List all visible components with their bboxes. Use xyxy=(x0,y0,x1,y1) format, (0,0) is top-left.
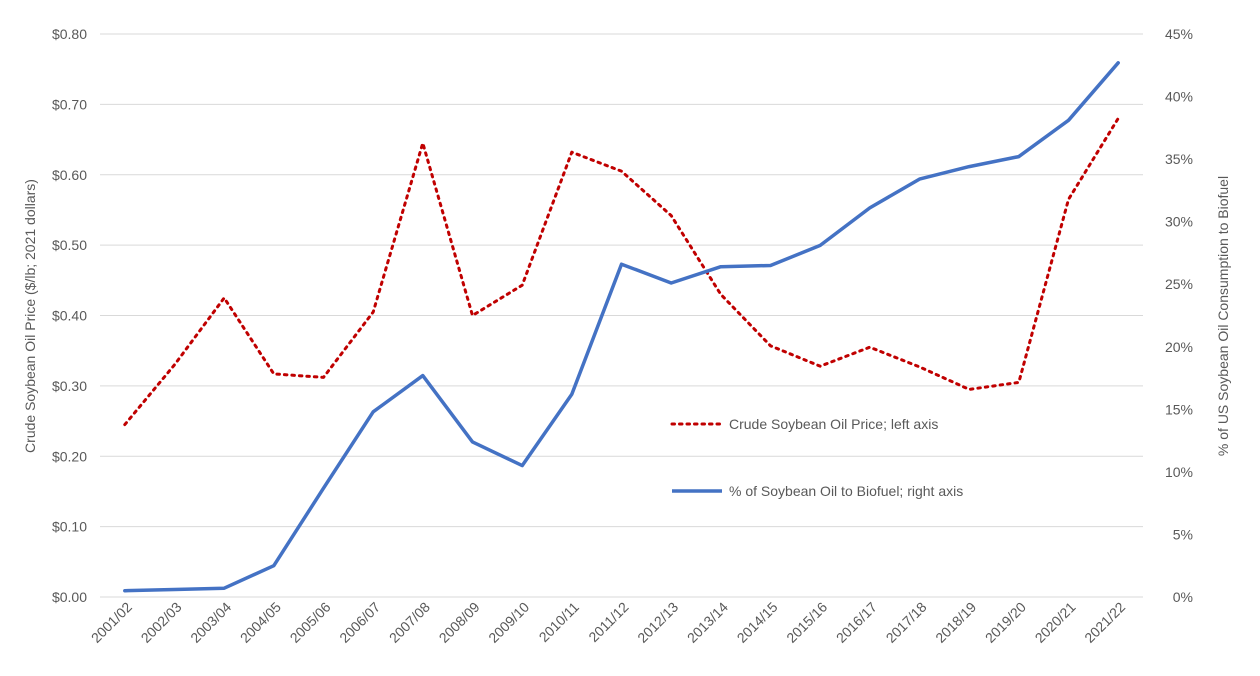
gridlines xyxy=(100,33,1143,598)
right-tick-label: 30% xyxy=(1165,214,1193,230)
x-tick-label: 2017/18 xyxy=(883,599,930,646)
legend: Crude Soybean Oil Price; left axis % of … xyxy=(670,416,963,499)
series-lines xyxy=(123,61,1120,593)
right-tick-label: 0% xyxy=(1173,589,1193,605)
price-point xyxy=(1067,197,1071,201)
right-axis-title: % of US Soybean Oil Consumption to Biofu… xyxy=(1215,176,1231,456)
price-point xyxy=(669,214,673,218)
price-point xyxy=(272,372,276,376)
biofuel-point xyxy=(520,464,524,468)
biofuel-point xyxy=(570,392,574,396)
right-axis-ticks: 0% 5% 10% 15% 20% 25% 30% 35% 40% 45% xyxy=(1165,26,1193,605)
price-point xyxy=(520,283,524,287)
price-point xyxy=(421,141,425,145)
legend-label-price: Crude Soybean Oil Price; left axis xyxy=(729,416,938,432)
x-axis-ticks: 2001/02 2002/03 2003/04 2004/05 2005/06 2006/… xyxy=(88,599,1129,646)
biofuel-point xyxy=(620,262,624,266)
price-point xyxy=(1017,380,1021,384)
left-tick-label: $0.40 xyxy=(52,308,87,324)
biofuel-point xyxy=(123,589,127,593)
left-tick-label: $0.70 xyxy=(52,96,87,112)
right-tick-label: 10% xyxy=(1165,464,1193,480)
x-tick-label: 2008/09 xyxy=(436,599,483,646)
left-axis-ticks: $0.00 $0.10 $0.20 $0.30 $0.40 $0.50 $0.60 $0.70… xyxy=(52,26,87,605)
x-tick-label: 2021/22 xyxy=(1081,599,1128,646)
biofuel-point xyxy=(967,165,971,169)
biofuel-point xyxy=(471,440,475,444)
right-tick-label: 15% xyxy=(1165,401,1193,417)
left-tick-label: $0.60 xyxy=(52,167,87,183)
series-line-biofuel xyxy=(123,61,1120,593)
x-tick-label: 2012/13 xyxy=(634,599,681,646)
left-tick-label: $0.80 xyxy=(52,26,87,42)
price-point xyxy=(123,423,127,427)
price-point xyxy=(868,345,872,349)
x-tick-label: 2020/21 xyxy=(1032,599,1079,646)
x-tick-label: 2018/19 xyxy=(932,599,979,646)
biofuel-point xyxy=(173,587,177,591)
price-point xyxy=(918,365,922,369)
left-tick-label: $0.50 xyxy=(52,237,87,253)
price-point xyxy=(371,310,375,314)
x-tick-label: 2005/06 xyxy=(287,599,334,646)
biofuel-point xyxy=(222,586,226,590)
x-tick-label: 2014/15 xyxy=(734,599,781,646)
biofuel-point xyxy=(669,281,673,285)
biofuel-point xyxy=(421,374,425,378)
biofuel-point xyxy=(769,263,773,267)
price-point xyxy=(173,363,177,367)
price-point xyxy=(222,296,226,300)
biofuel-point xyxy=(1017,155,1021,159)
right-tick-label: 25% xyxy=(1165,276,1193,292)
biofuel-point xyxy=(322,486,326,490)
price-point xyxy=(620,169,624,173)
right-tick-label: 35% xyxy=(1165,151,1193,167)
price-point xyxy=(570,150,574,154)
price-point xyxy=(967,387,971,391)
biofuel-point xyxy=(918,177,922,181)
right-tick-label: 40% xyxy=(1165,89,1193,105)
x-tick-label: 2007/08 xyxy=(386,599,433,646)
biofuel-point xyxy=(371,410,375,414)
x-tick-label: 2013/14 xyxy=(684,599,731,646)
x-tick-label: 2009/10 xyxy=(485,599,532,646)
x-tick-label: 2002/03 xyxy=(138,599,185,646)
x-tick-label: 2003/04 xyxy=(187,599,234,646)
biofuel-point xyxy=(818,243,822,247)
right-tick-label: 45% xyxy=(1165,26,1193,42)
left-tick-label: $0.10 xyxy=(52,519,87,535)
x-tick-label: 2016/17 xyxy=(833,599,880,646)
right-tick-label: 5% xyxy=(1173,526,1193,542)
price-point xyxy=(818,364,822,368)
x-tick-label: 2011/12 xyxy=(585,599,632,646)
biofuel-point xyxy=(1067,118,1071,122)
x-tick-label: 2015/16 xyxy=(783,599,830,646)
biofuel-point xyxy=(272,564,276,568)
right-tick-label: 20% xyxy=(1165,339,1193,355)
left-axis-title: Crude Soybean Oil Price ($/lb; 2021 doll… xyxy=(22,179,38,453)
x-tick-label: 2001/02 xyxy=(88,599,135,646)
x-tick-label: 2019/20 xyxy=(982,599,1029,646)
price-point xyxy=(471,314,475,318)
x-tick-label: 2010/11 xyxy=(536,599,583,646)
series-line-price xyxy=(123,116,1120,427)
biofuel-point xyxy=(1116,61,1120,65)
price-point xyxy=(322,375,326,379)
left-tick-label: $0.00 xyxy=(52,589,87,605)
left-tick-label: $0.20 xyxy=(52,448,87,464)
biofuel-point xyxy=(719,265,723,269)
biofuel-point xyxy=(868,206,872,210)
price-point xyxy=(719,292,723,296)
x-tick-label: 2006/07 xyxy=(336,599,383,646)
price-point xyxy=(769,344,773,348)
x-tick-label: 2004/05 xyxy=(237,599,284,646)
left-tick-label: $0.30 xyxy=(52,378,87,394)
price-point xyxy=(1116,116,1120,120)
legend-label-biofuel: % of Soybean Oil to Biofuel; right axis xyxy=(729,483,963,499)
